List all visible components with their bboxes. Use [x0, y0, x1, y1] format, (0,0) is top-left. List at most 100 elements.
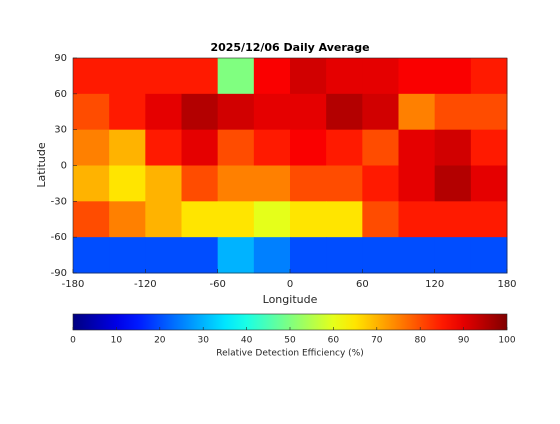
heatmap-cell: [362, 165, 399, 202]
heatmap-cell: [290, 237, 327, 274]
heatmap-cell: [145, 93, 182, 131]
heatmap-cell: [145, 201, 182, 238]
heatmap-cell: [217, 93, 255, 131]
heatmap-cell: [181, 93, 219, 131]
colorbar-tick-label: 40: [241, 336, 253, 346]
colorbar-tick-label: 100: [498, 336, 515, 346]
heatmap-cell: [362, 93, 399, 131]
heatmap-cell: [109, 93, 146, 131]
x-tick-label: -120: [134, 279, 157, 290]
heatmap-cell: [434, 129, 472, 166]
colorbar-tick-label: 70: [371, 336, 383, 346]
heatmap-cell: [362, 237, 399, 274]
heatmap-cell: [109, 237, 146, 274]
heatmap-cell: [398, 58, 436, 95]
heatmap-cell: [253, 58, 291, 95]
heatmap-cell: [217, 165, 255, 202]
y-tick-label: -60: [51, 232, 67, 243]
y-tick-label: -30: [51, 196, 67, 207]
heatmap-cell: [290, 93, 327, 131]
heatmap-cell: [145, 58, 182, 95]
colorbar-tick-label: 50: [284, 336, 296, 346]
heatmap-cell: [398, 165, 436, 202]
heatmap-cell: [326, 237, 363, 274]
colorbar-tick-label: 0: [70, 336, 76, 346]
heatmap-cell: [398, 201, 436, 238]
heatmap-cell: [434, 165, 472, 202]
heatmap-cell: [362, 58, 399, 95]
heatmap-cell: [253, 165, 291, 202]
heatmap-cell: [253, 129, 291, 166]
heatmap-cell: [470, 237, 508, 274]
y-tick-label: 0: [61, 161, 67, 172]
heatmap-cell: [362, 201, 399, 238]
x-axis-label: Longitude: [263, 293, 318, 306]
heatmap-cell: [181, 201, 219, 238]
x-tick-label: 120: [425, 279, 444, 290]
heatmap-cell: [73, 93, 110, 131]
heatmap-cell: [398, 93, 436, 131]
heatmap-cell: [470, 201, 508, 238]
heatmap-cell: [434, 93, 472, 131]
chart-title: 2025/12/06 Daily Average: [210, 41, 369, 54]
heatmap-cell: [109, 129, 146, 166]
heatmap-cell: [73, 129, 110, 166]
heatmap-cell: [145, 237, 182, 274]
heatmap-cell: [253, 237, 291, 274]
y-tick-label: 30: [54, 125, 67, 136]
y-tick-label: 90: [54, 53, 67, 64]
heatmap-cell: [470, 93, 508, 131]
heatmap-cell: [145, 165, 182, 202]
heatmap-cell: [73, 201, 110, 238]
heatmap-cell: [73, 165, 110, 202]
heatmap-cell: [290, 201, 327, 238]
heatmap-cell: [290, 58, 327, 95]
heatmap-cell: [470, 58, 508, 95]
heatmap-cell: [181, 165, 219, 202]
colorbar-label: Relative Detection Efficiency (%): [216, 349, 364, 359]
heatmap-cell: [253, 201, 291, 238]
heatmap-cell: [290, 129, 327, 166]
heatmap-cell: [326, 129, 363, 166]
heatmap-cell: [217, 237, 255, 274]
heatmap-cell: [109, 165, 146, 202]
heatmap-cell: [217, 58, 255, 95]
heatmap-cell: [181, 129, 219, 166]
heatmap-cell: [434, 237, 472, 274]
heatmap-cell: [398, 237, 436, 274]
heatmap-cell: [398, 129, 436, 166]
heatmap-cell: [109, 58, 146, 95]
heatmap-cell: [326, 165, 363, 202]
y-axis-label: Latitude: [35, 142, 48, 188]
colorbar-tick-label: 10: [111, 336, 123, 346]
x-tick-label: 60: [356, 279, 369, 290]
heatmap-cell: [217, 201, 255, 238]
heatmap-cell: [362, 129, 399, 166]
heatmap-cell: [181, 237, 219, 274]
heatmap-cell: [470, 165, 508, 202]
y-tick-label: -90: [51, 268, 67, 279]
heatmap-cell: [253, 93, 291, 131]
heatmap-cell: [145, 129, 182, 166]
colorbar-tick-label: 80: [414, 336, 426, 346]
heatmap-cell: [73, 58, 110, 95]
colorbar-tick-label: 90: [458, 336, 470, 346]
heatmap-cell: [181, 58, 219, 95]
heatmap-cell: [326, 201, 363, 238]
colorbar-tick-label: 30: [197, 336, 209, 346]
y-tick-label: 60: [54, 89, 67, 100]
heatmap-cell: [109, 201, 146, 238]
heatmap-cell: [73, 237, 110, 274]
colorbar-tick-label: 20: [154, 336, 166, 346]
heatmap-cell: [434, 201, 472, 238]
x-tick-label: -180: [62, 279, 85, 290]
heatmap-cell: [326, 58, 363, 95]
colorbar-tick-label: 60: [328, 336, 340, 346]
x-tick-label: -60: [209, 279, 225, 290]
heatmap-cell: [470, 129, 508, 166]
x-tick-label: 180: [497, 279, 516, 290]
heatmap-cell: [434, 58, 472, 95]
x-tick-label: 0: [287, 279, 293, 290]
heatmap-cell: [217, 129, 255, 166]
